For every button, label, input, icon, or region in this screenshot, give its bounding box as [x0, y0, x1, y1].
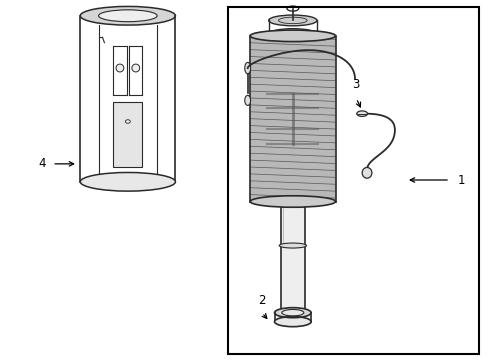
Ellipse shape — [269, 29, 317, 40]
Ellipse shape — [250, 196, 336, 207]
Bar — [281, 204, 305, 313]
Ellipse shape — [80, 6, 175, 25]
Ellipse shape — [80, 172, 175, 191]
Ellipse shape — [245, 95, 250, 105]
Bar — [250, 36, 336, 202]
Bar — [113, 102, 143, 167]
Bar — [228, 7, 479, 354]
Ellipse shape — [279, 243, 307, 248]
Text: 1: 1 — [457, 174, 465, 186]
Ellipse shape — [245, 62, 250, 74]
Ellipse shape — [357, 111, 368, 116]
Text: 4: 4 — [38, 157, 46, 170]
Ellipse shape — [362, 167, 372, 178]
Ellipse shape — [269, 15, 317, 26]
Ellipse shape — [250, 30, 336, 41]
Text: 2: 2 — [258, 294, 266, 307]
Ellipse shape — [274, 308, 311, 318]
Text: 3: 3 — [353, 78, 360, 91]
Ellipse shape — [98, 10, 157, 22]
Ellipse shape — [116, 64, 124, 72]
Ellipse shape — [282, 310, 304, 316]
Ellipse shape — [132, 64, 140, 72]
Ellipse shape — [274, 317, 311, 327]
